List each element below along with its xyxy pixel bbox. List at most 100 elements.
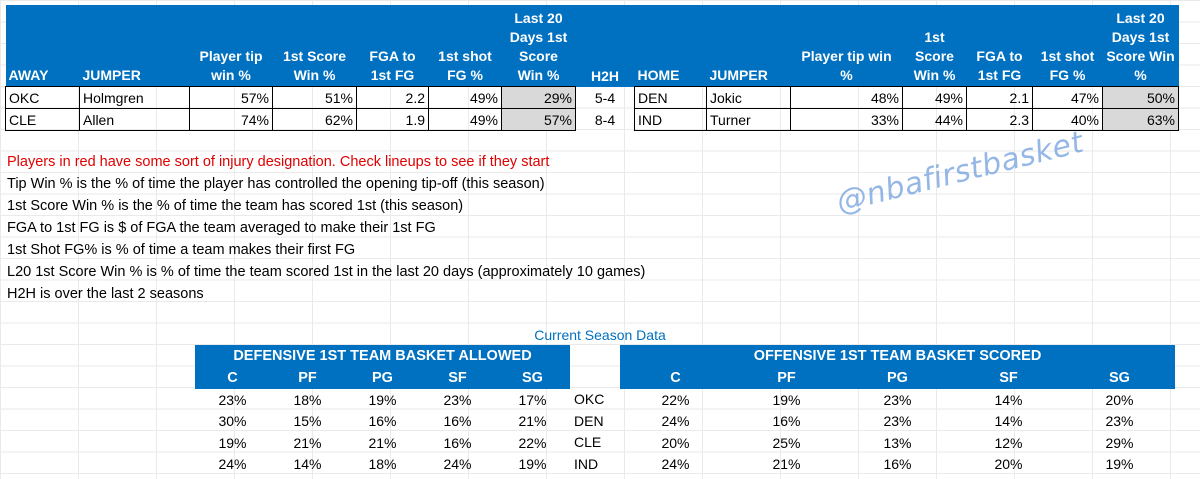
defense-table: DEFENSIVE 1ST TEAM BASKET ALLOWED C PF P… xyxy=(195,345,570,475)
position-header: SF xyxy=(953,367,1064,389)
offense-cell: 24% xyxy=(661,413,690,430)
defense-cell: 24% xyxy=(218,456,247,473)
position-header: SG xyxy=(1064,367,1175,389)
season-title: Current Season Data xyxy=(534,327,666,343)
home-team: IND xyxy=(634,108,707,131)
offense-cell: 16% xyxy=(883,456,912,473)
header-player-tip-win: Player tip win % xyxy=(189,5,273,87)
defense-cell: 18% xyxy=(293,391,322,408)
away-fga-to-first-fg: 1.9 xyxy=(356,108,429,131)
header-first-shot-fg: 1st shot FG % xyxy=(428,5,502,87)
offense-row: 22% 19% 23% 14% 20% xyxy=(620,389,1175,411)
header-h2h: H2H xyxy=(575,5,635,87)
defense-cell: 16% xyxy=(368,413,397,430)
home-team: DEN xyxy=(634,86,707,109)
away-team: CLE xyxy=(5,108,80,131)
position-header: PG xyxy=(345,367,420,389)
h2h-record: 5-4 xyxy=(594,89,616,106)
defense-row: 24% 14% 18% 24% 19% xyxy=(195,454,570,476)
position-header: PG xyxy=(842,367,953,389)
header-fga-to-first-fg: FGA to 1st FG xyxy=(356,5,429,87)
position-header: SF xyxy=(420,367,495,389)
injury-note: Players in red have some sort of injury … xyxy=(7,154,550,170)
offense-cell: 21% xyxy=(772,456,801,473)
away-last20-first-score-win: 57% xyxy=(501,108,576,131)
offense-table: OFFENSIVE 1ST TEAM BASKET SCORED C PF PG… xyxy=(620,345,1175,475)
defense-cell: 19% xyxy=(368,391,397,408)
away-jumper: Allen xyxy=(79,108,190,131)
header-last20-first-score-win-home: Last 20 Days 1st Score Win % xyxy=(1102,5,1179,87)
defense-title: DEFENSIVE 1ST TEAM BASKET ALLOWED xyxy=(195,345,570,367)
team-label: CLE xyxy=(574,434,602,450)
away-tip-win: 57% xyxy=(189,86,273,109)
offense-cell: 29% xyxy=(1105,434,1134,451)
home-tip-win: 33% xyxy=(790,108,903,131)
score-win-note: 1st Score Win % is the % of time the tea… xyxy=(7,198,464,214)
defense-cell: 21% xyxy=(368,434,397,451)
matchup-row: OKC Holmgren 57% 51% 2.2 49% 29% 5-4 DEN… xyxy=(5,86,1179,109)
offense-cell: 13% xyxy=(883,434,912,451)
header-first-shot-fg-home: 1st shot FG % xyxy=(1032,5,1103,87)
fga-note: FGA to 1st FG is $ of FGA the team avera… xyxy=(7,220,436,236)
defense-cell: 19% xyxy=(218,434,247,451)
l20-note: L20 1st Score Win % is % of time the tea… xyxy=(7,264,646,280)
home-first-shot-fg: 40% xyxy=(1032,108,1103,131)
defense-position-row: C PF PG SF SG xyxy=(195,367,570,389)
offense-cell: 25% xyxy=(772,434,801,451)
home-jumper: Turner xyxy=(706,108,791,131)
defense-title-row: DEFENSIVE 1ST TEAM BASKET ALLOWED xyxy=(195,345,570,367)
away-first-score-win: 51% xyxy=(272,86,357,109)
defense-row: 23% 18% 19% 23% 17% xyxy=(195,389,570,411)
home-fga-to-first-fg: 2.3 xyxy=(966,108,1033,131)
defense-cell: 21% xyxy=(518,413,547,430)
defense-cell: 30% xyxy=(218,413,247,430)
offense-row: 24% 16% 23% 14% 23% xyxy=(620,411,1175,433)
offense-cell: 23% xyxy=(883,413,912,430)
offense-position-row: C PF PG SF SG xyxy=(620,367,1175,389)
header-fga-to-first-fg-home: FGA to 1st FG xyxy=(966,5,1033,87)
home-fga-to-first-fg: 2.1 xyxy=(966,86,1033,109)
offense-row: 20% 25% 13% 12% 29% xyxy=(620,432,1175,454)
home-first-score-win: 49% xyxy=(902,86,967,109)
header-jumper: JUMPER xyxy=(79,5,190,87)
away-first-score-win: 62% xyxy=(272,108,357,131)
tip-win-note: Tip Win % is the % of time the player ha… xyxy=(7,176,545,192)
defense-cell: 22% xyxy=(518,434,547,451)
defense-cell: 23% xyxy=(443,391,472,408)
header-home: HOME xyxy=(634,5,707,87)
header-first-score-win-home: 1st Score Win % xyxy=(902,5,967,87)
away-fga-to-first-fg: 2.2 xyxy=(356,86,429,109)
away-last20-first-score-win: 29% xyxy=(501,86,576,109)
position-header: SG xyxy=(495,367,570,389)
home-last20-first-score-win: 50% xyxy=(1102,86,1179,109)
offense-row: 24% 21% 16% 20% 19% xyxy=(620,454,1175,476)
header-first-score-win: 1st Score Win % xyxy=(272,5,357,87)
defense-cell: 16% xyxy=(443,434,472,451)
offense-cell: 23% xyxy=(1105,413,1134,430)
position-header: PF xyxy=(731,367,842,389)
defense-cell: 18% xyxy=(368,456,397,473)
defense-cell: 14% xyxy=(293,456,322,473)
defense-cell: 16% xyxy=(443,413,472,430)
header-jumper-home: JUMPER xyxy=(706,5,791,87)
offense-title-row: OFFENSIVE 1ST TEAM BASKET SCORED xyxy=(620,345,1175,367)
offense-cell: 23% xyxy=(883,391,912,408)
defense-cell: 23% xyxy=(218,391,247,408)
away-first-shot-fg: 49% xyxy=(428,86,502,109)
offense-cell: 14% xyxy=(994,413,1023,430)
offense-cell: 22% xyxy=(661,391,690,408)
matchup-table: AWAY JUMPER Player tip win % 1st Score W… xyxy=(5,5,1179,131)
team-label: IND xyxy=(574,455,599,472)
team-label: DEN xyxy=(574,412,604,429)
away-team: OKC xyxy=(5,86,80,109)
position-header: PF xyxy=(270,367,345,389)
defense-cell: 24% xyxy=(443,456,472,473)
offense-cell: 20% xyxy=(661,434,690,451)
home-jumper: Jokic xyxy=(706,86,791,109)
home-first-shot-fg: 47% xyxy=(1032,86,1103,109)
team-label: OKC xyxy=(574,391,605,407)
offense-cell: 19% xyxy=(772,391,801,408)
offense-cell: 19% xyxy=(1105,456,1134,473)
team-list: OKC DEN CLE IND xyxy=(574,389,604,475)
offense-cell: 14% xyxy=(994,391,1023,408)
